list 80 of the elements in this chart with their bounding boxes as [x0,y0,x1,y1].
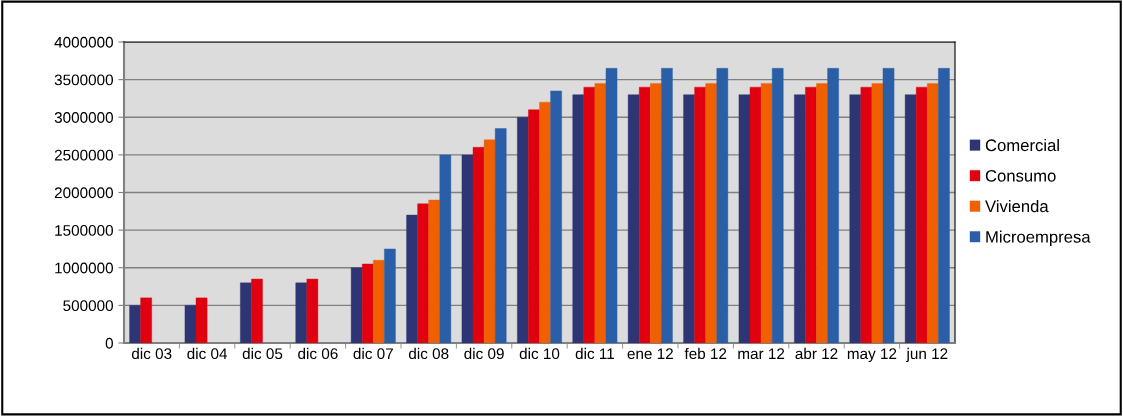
bar [439,154,452,343]
x-tick-label: dic 09 [464,347,504,360]
bar [472,147,485,343]
bar [494,128,507,343]
x-tick-label: mar 12 [738,348,785,360]
x-tick-label: jun 12 [906,347,948,363]
bar [683,94,695,343]
bar [805,86,817,343]
x-tick-label: dic 07 [353,347,393,360]
bar [129,305,141,343]
bar [827,68,839,343]
bar [350,267,363,343]
y-tick-label: 2500000 [54,149,113,161]
x-tick-label: dic 05 [242,347,283,360]
legend-label: Comercial [985,138,1059,152]
y-tick-label: 1000000 [55,262,113,274]
x-tick-label: dic 08 [408,347,449,360]
bar [882,68,895,343]
bar [627,94,640,343]
bar [406,214,418,343]
x-tick-label: ene 12 [627,348,673,360]
bar [904,94,917,343]
bar [738,94,751,343]
y-tick-label: 2000000 [54,187,113,199]
legend-label: Microempresa [986,230,1091,247]
x-tick-label: abr 12 [795,347,838,360]
bar [871,83,884,343]
bar [816,83,828,343]
y-tick-label: 3000000 [54,112,113,123]
bar [938,68,950,343]
bar [794,94,806,343]
bar [428,199,440,343]
bar [650,83,662,343]
x-tick-label: dic 10 [519,347,560,360]
bar [417,203,429,343]
bar [849,94,862,343]
bar [760,83,773,343]
y-tick-label: 3500000 [54,74,113,86]
bar [240,282,252,343]
bar [384,248,396,343]
bar [583,86,596,343]
bar [860,86,873,343]
bar [184,305,197,343]
bar [295,282,308,343]
bar [306,278,319,343]
bar [539,101,551,343]
bar [749,86,762,343]
bar [716,68,729,343]
bar [705,83,717,343]
bar [605,68,618,343]
y-tick-label: 0 [105,337,113,349]
bar [373,260,385,343]
y-tick-label: 500000 [63,300,113,312]
legend-label: Consumo [985,169,1056,182]
legend-label: Vivienda [985,200,1049,213]
bar [916,86,928,343]
bar [572,94,585,343]
bar [927,83,939,343]
bar [195,297,208,343]
x-tick-label: dic 11 [575,347,614,360]
bar [483,139,496,343]
bar [594,83,607,343]
bar [771,68,784,343]
bar [528,109,540,343]
y-tick-label: 1500000 [55,224,113,236]
x-tick-label: dic 04 [187,347,228,360]
bar [639,86,651,343]
x-tick-label: dic 06 [298,347,338,360]
bar [550,90,562,343]
x-tick-label: dic 03 [131,347,172,360]
bar [140,297,152,343]
bar [251,278,263,343]
x-tick-label: may 12 [847,348,897,363]
bar [661,68,673,343]
y-tick-label: 4000000 [54,36,113,48]
bar [362,263,374,343]
bar [694,86,706,343]
x-tick-label: feb 12 [684,347,727,360]
bar [461,154,474,343]
bar [517,117,529,343]
